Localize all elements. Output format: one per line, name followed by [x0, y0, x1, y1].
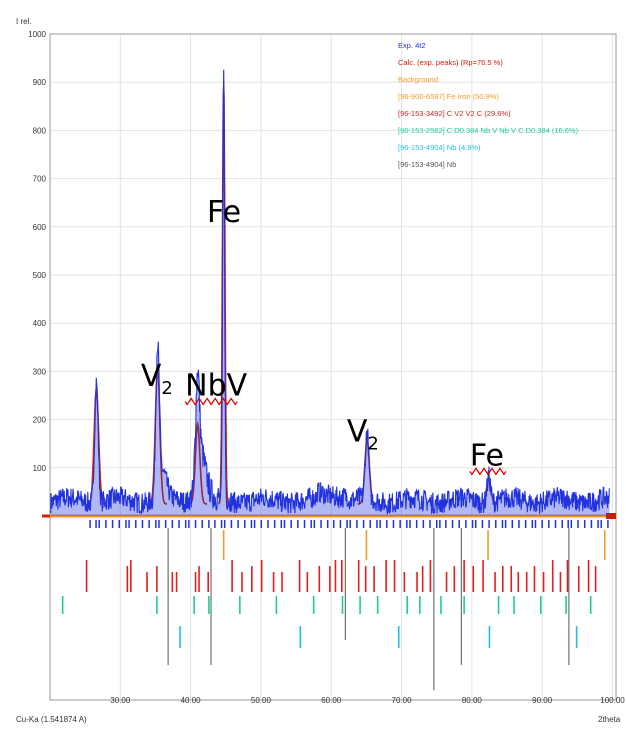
- x-tick-label: 50.00: [251, 696, 272, 705]
- axes: [42, 33, 617, 701]
- legend-entry: Calc. (exp. peaks) (Rp=76.5 %): [398, 58, 503, 67]
- tick-labels: 30.00 40.00 50.00 60.00 70.00 80.00 90.00 100.0…: [28, 30, 625, 705]
- y-tick-label: 1000: [28, 30, 46, 39]
- legend-entry: Exp. 4t2: [398, 41, 426, 50]
- y-tick-label: 600: [33, 223, 47, 232]
- y-tick-label: 900: [33, 78, 47, 87]
- y-tick-label: 700: [33, 175, 47, 184]
- x-tick-label: 70.00: [392, 696, 413, 705]
- peak-annotation: V2: [347, 414, 379, 454]
- x-tick-label: 90.00: [532, 696, 553, 705]
- y-tick-label: 400: [33, 319, 47, 328]
- y-tick-label: 100: [33, 464, 47, 473]
- radiation-label: Cu-Ka (1.541874 A): [16, 715, 87, 724]
- x-tick-label: 30.00: [110, 696, 131, 705]
- x-axis-label: 2theta: [598, 715, 621, 724]
- x-tick-label: 40.00: [181, 696, 202, 705]
- annotation-underline: [184, 397, 238, 406]
- y-tick-label: 300: [33, 367, 47, 376]
- baseline-right-marker: [606, 513, 616, 519]
- phase-ticks: [61, 520, 609, 690]
- exp-trace: [50, 69, 610, 516]
- x-tick-label: 80.00: [462, 696, 483, 705]
- annotations: Fe V2 NbV V2 Fe: [141, 195, 507, 476]
- legend-entry: [96-153-3492] C V2 V2 C (29.6%): [398, 109, 511, 118]
- x-tick-label: 100.00: [600, 696, 625, 705]
- y-tick-label: 200: [33, 416, 47, 425]
- y-tick-label: 500: [33, 271, 47, 280]
- plot-frame: [49, 33, 617, 701]
- y-tick-label: 800: [33, 126, 47, 135]
- legend-entry: [96-153-4904] Nb: [398, 160, 456, 169]
- y-axis-label: I rel.: [16, 17, 32, 26]
- annotation-underline: [469, 467, 507, 476]
- peak-annotation: Fe: [470, 438, 504, 473]
- peak-annotation: Fe: [207, 195, 241, 230]
- legend-entry: Background: [398, 75, 438, 84]
- exp-profile-line: [50, 69, 610, 515]
- legend-entry: [96-900-6597] Fe Iron (50.9%): [398, 92, 499, 101]
- peak-annotation: NbV: [185, 369, 247, 404]
- x-tick-label: 60.00: [321, 696, 342, 705]
- legend-entry: [96-153-2582] C D0.384 Nb V Nb V C D0.38…: [398, 126, 579, 135]
- legend: Exp. 4t2 Calc. (exp. peaks) (Rp=76.5 %) Ba…: [398, 41, 579, 169]
- peak-annotation: V2: [141, 359, 173, 399]
- legend-entry: [96-153-4904] Nb (4.9%): [398, 143, 481, 152]
